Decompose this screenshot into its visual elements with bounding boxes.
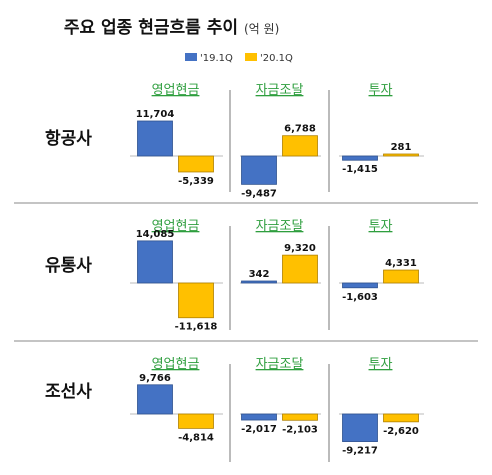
value-label: 4,331 [385,258,417,269]
value-label: 281 [391,142,412,153]
value-label: -2,017 [241,424,277,435]
row-label: 항공사 [45,128,92,149]
bar-series-1 [137,384,173,415]
bars-layer: 11,704 -5,339 -9,487 6,788 -1,415 281 14,085 -1… [136,109,419,457]
legend-swatch-series-1 [185,53,197,61]
panel-title: 자금조달 [256,357,304,372]
bar-series-2 [282,254,318,284]
panel-title: 투자 [369,357,393,372]
chart-header: 주요 업종 현금흐름 추이 (억 원) [64,18,279,38]
bar-series-1 [241,280,277,284]
bar-series-2 [383,269,419,284]
value-label: 9,766 [139,373,171,384]
value-label: -9,217 [342,446,378,457]
value-label: -1,415 [342,164,378,175]
bar-series-1 [137,120,173,157]
bar-series-2 [383,413,419,423]
bar-series-2 [282,135,318,157]
chart-title: 주요 업종 현금흐름 추이 [64,18,238,38]
panel-title: 영업현금 [152,219,200,234]
row-label: 조선사 [45,382,92,402]
legend-label-series-1: '19.1Q [200,53,233,64]
value-label: -4,814 [178,432,214,443]
value-label: -9,487 [241,188,277,199]
value-label: 342 [249,269,270,280]
value-label: -1,603 [342,292,378,303]
value-label: -11,618 [175,322,218,333]
bar-series-1 [137,240,173,284]
panel-title: 투자 [369,83,393,98]
value-label: -2,103 [282,424,318,435]
bar-series-1 [241,413,277,421]
panel-title: 영업현금 [152,83,200,98]
panel-title: 투자 [369,219,393,234]
row-label: 유통사 [45,256,92,276]
value-label: -5,339 [178,176,214,187]
bar-series-1 [342,155,378,161]
bar-series-1 [241,155,277,185]
bar-series-2 [178,413,214,429]
legend-swatch-series-2 [245,53,257,61]
legend-label-series-2: '20.1Q [260,53,293,64]
bar-series-2 [178,155,214,173]
value-label: -2,620 [383,426,419,437]
bar-series-2 [178,282,214,319]
legend: '19.1Q '20.1Q [185,53,293,64]
bar-series-2 [282,413,318,421]
value-label: 9,320 [284,243,316,254]
chart-unit: (억 원) [244,22,279,36]
bar-series-2 [383,153,419,157]
panel-title: 자금조달 [256,83,304,98]
panel-title: 영업현금 [152,357,200,372]
value-label: 14,085 [136,229,175,240]
value-label: 6,788 [284,124,316,135]
value-label: 11,704 [136,109,175,120]
bar-series-1 [342,413,378,442]
bar-series-1 [342,282,378,289]
panel-title: 자금조달 [256,219,304,234]
